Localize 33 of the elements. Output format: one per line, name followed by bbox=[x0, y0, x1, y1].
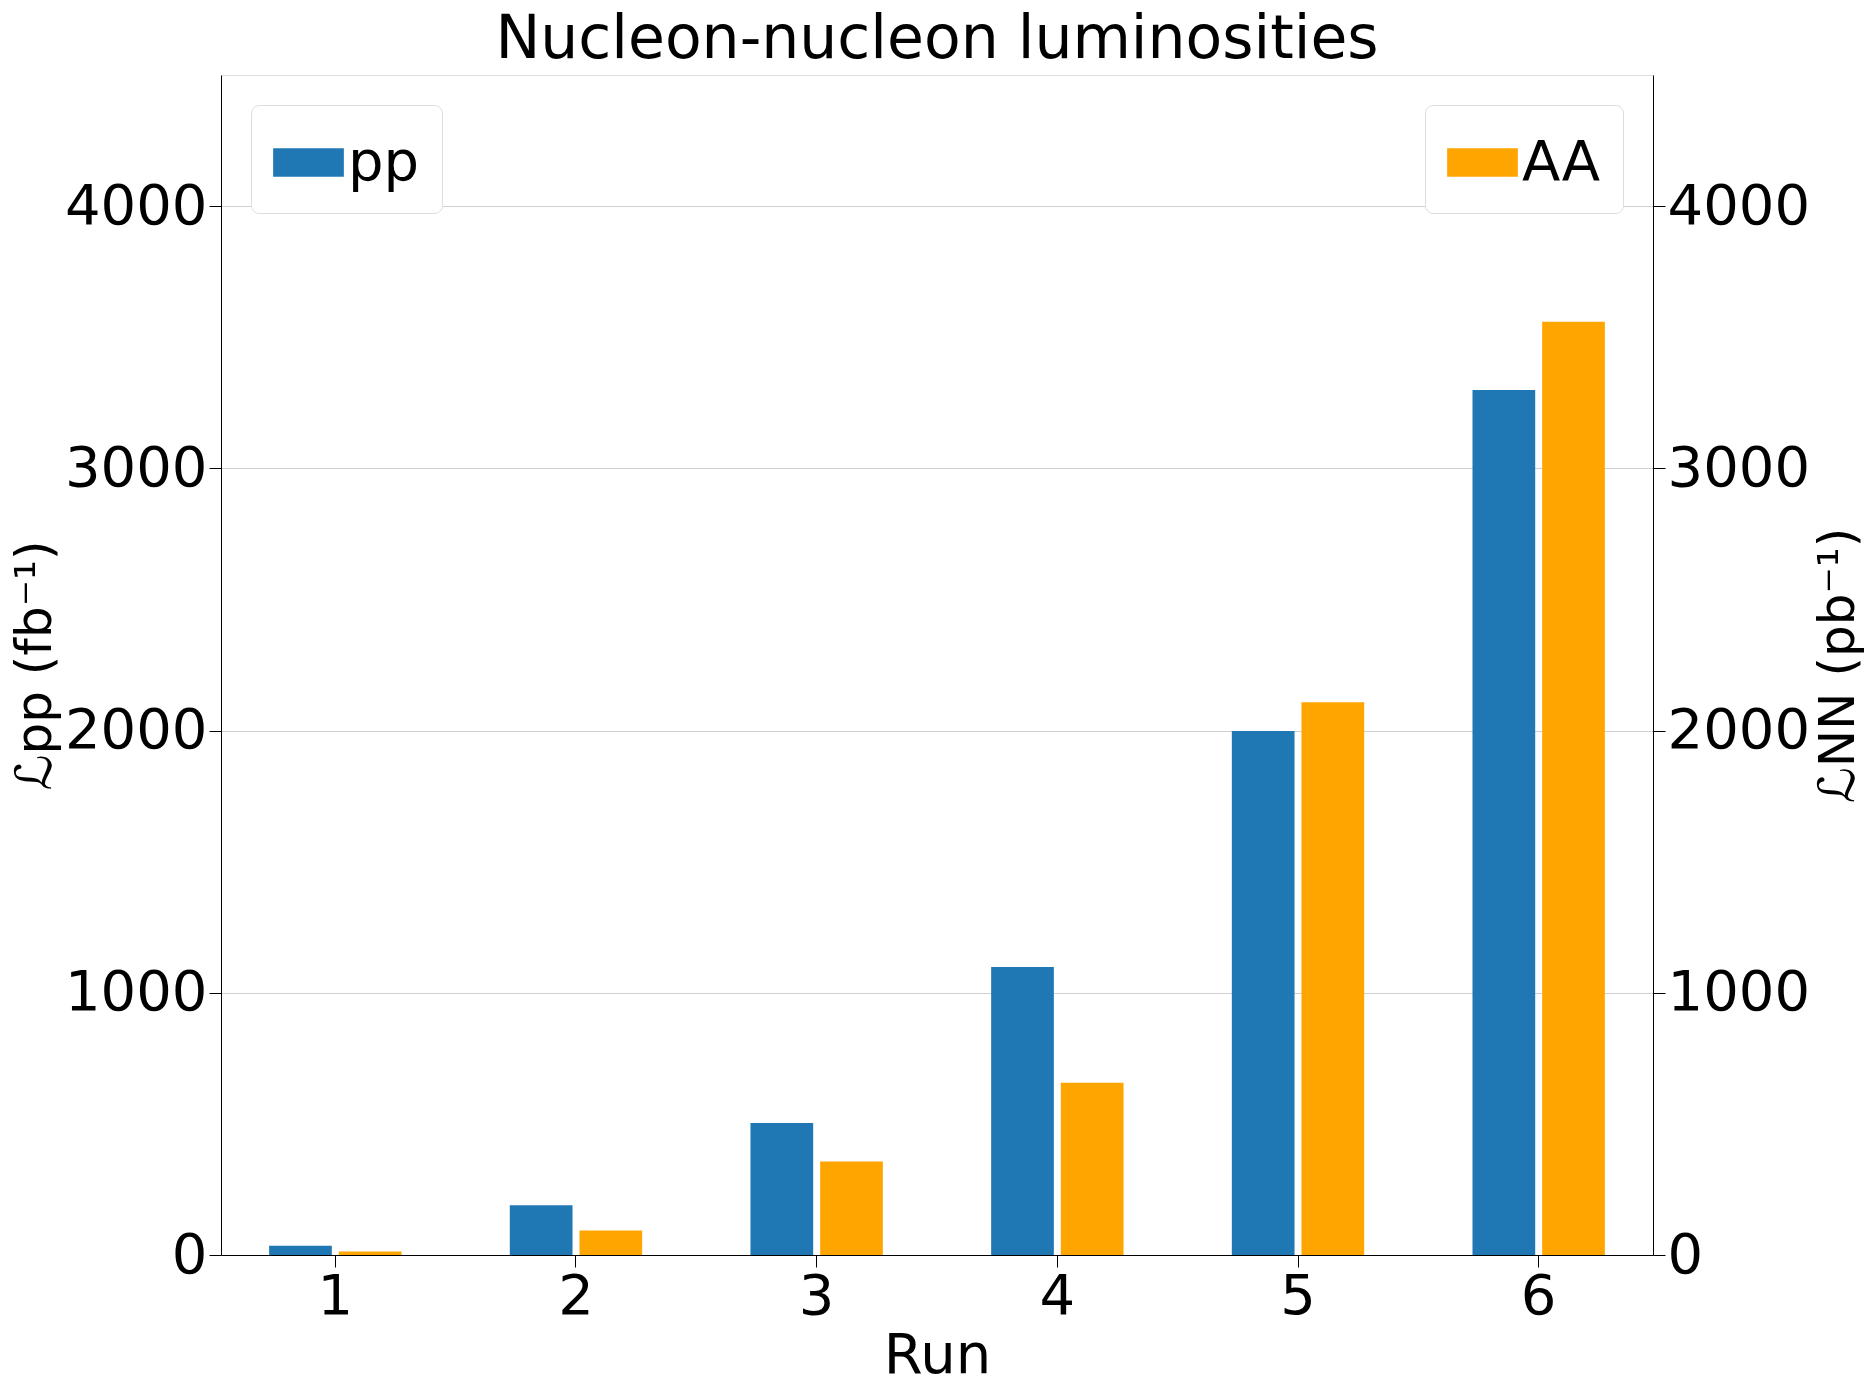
bar bbox=[991, 967, 1054, 1255]
bar bbox=[509, 1205, 573, 1255]
bar bbox=[1231, 731, 1295, 1255]
bar bbox=[1060, 1082, 1124, 1255]
x-tick-label: 3 bbox=[798, 1261, 835, 1327]
bar bbox=[750, 1123, 814, 1255]
x-tick-label: 5 bbox=[1280, 1261, 1316, 1327]
y2-tick-label: 0 bbox=[1667, 1220, 1704, 1286]
bar bbox=[1472, 389, 1536, 1255]
x-tick-label: 4 bbox=[1039, 1261, 1076, 1327]
y2-tick-label: 1000 bbox=[1667, 958, 1811, 1024]
bar bbox=[820, 1161, 883, 1255]
y2-tick-label: 2000 bbox=[1667, 696, 1811, 762]
y2-tick-label: 3000 bbox=[1667, 433, 1811, 499]
bar bbox=[1301, 702, 1365, 1255]
bar bbox=[269, 1245, 332, 1255]
y-tick-label: 1000 bbox=[64, 958, 208, 1024]
legend-label: AA bbox=[1522, 127, 1601, 193]
x-tick-label: 2 bbox=[558, 1261, 594, 1327]
y-tick-label: 4000 bbox=[64, 171, 208, 237]
bar bbox=[579, 1230, 643, 1255]
x-axis-title: Run bbox=[883, 1320, 992, 1386]
y2-axis-title: ℒNN (pb⁻¹) bbox=[1808, 527, 1867, 804]
chart-title: Nucleon-nucleon luminosities bbox=[495, 2, 1379, 72]
x-tick-label: 6 bbox=[1520, 1261, 1557, 1327]
y-tick-label: 2000 bbox=[64, 696, 208, 762]
x-tick-label: 1 bbox=[317, 1261, 354, 1327]
y-tick-label: 0 bbox=[171, 1220, 208, 1286]
bar bbox=[1542, 321, 1605, 1255]
y2-tick-label: 4000 bbox=[1667, 171, 1811, 237]
y-tick-label: 3000 bbox=[64, 433, 208, 499]
y-axis-title: ℒpp (fb⁻¹) bbox=[4, 540, 63, 791]
legend-label: pp bbox=[348, 127, 420, 193]
